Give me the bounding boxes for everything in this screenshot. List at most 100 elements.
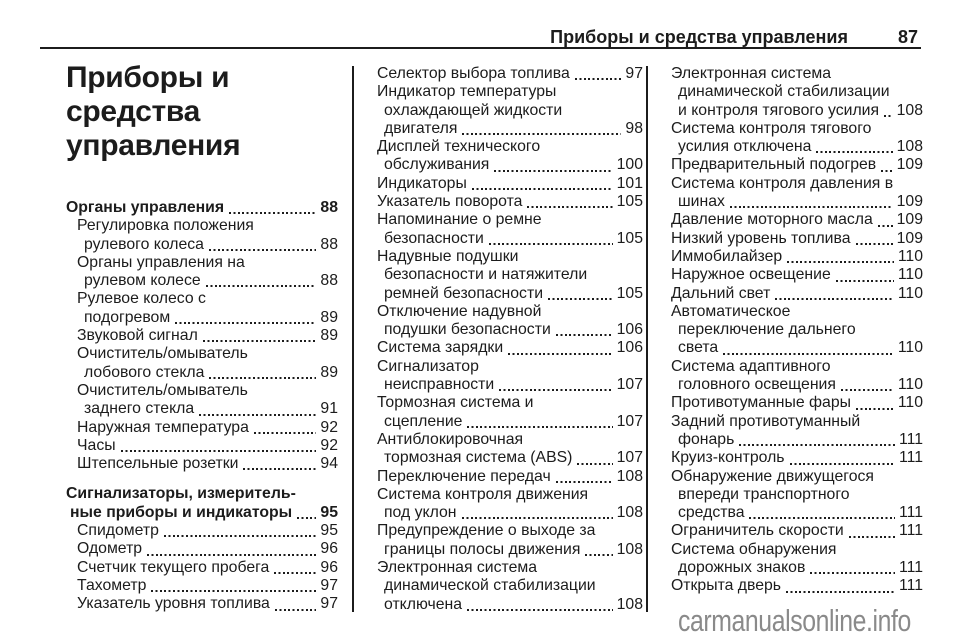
- toc-entry: Предупреждение о выходе за границы полосы…: [377, 522, 643, 559]
- toc-page-number: 105: [616, 229, 643, 247]
- toc-column-right: Электронная система динамической стабилиз…: [671, 65, 923, 596]
- toc-entry-lastline: сцепление 107: [377, 413, 643, 431]
- toc-entry: Система контроля движения под уклон 108: [377, 486, 643, 523]
- dot-leader: [163, 535, 317, 538]
- toc-entry-label-line: Тормозная система и: [377, 394, 534, 412]
- dot-leader: [274, 608, 317, 611]
- toc-entry: Задний противотуманный фонарь 111: [671, 413, 923, 450]
- toc-entry-label: ные приборы и индикаторы: [70, 503, 293, 521]
- toc-entry-label-line: впереди транспортного: [678, 485, 850, 503]
- toc-entry-label-line: Система контроля тягового: [671, 119, 872, 137]
- toc-page-number: 95: [320, 522, 338, 540]
- dot-leader: [462, 133, 622, 136]
- toc-page-number: 88: [320, 199, 338, 216]
- toc-entry-lastline: заднего стекла 91: [66, 400, 338, 418]
- dot-leader: [574, 78, 622, 81]
- toc-entry: Указатель уровня топлива 97: [66, 595, 338, 613]
- toc-page-number: 105: [616, 284, 643, 302]
- toc-entry-label-line: Обнаружение движущегося: [671, 467, 874, 485]
- toc-entry-lastline: Наружное освещение 110: [671, 266, 923, 284]
- toc-page-number: 88: [320, 272, 338, 290]
- toc-page-number: 108: [896, 101, 923, 119]
- toc-entry-label: Низкий уровень топлива: [671, 229, 851, 247]
- toc-entry-label-line: Регулировка положения: [77, 217, 254, 235]
- toc-page-number: 107: [616, 376, 643, 394]
- toc-entry: Давление моторного масла 109: [671, 211, 923, 229]
- toc-page-number: 92: [320, 436, 338, 454]
- toc-entry-label: Индикаторы: [377, 174, 467, 192]
- toc-entry-label: Штепсельные розетки: [77, 455, 239, 473]
- toc-entry-label-line: Очиститель/омыватель: [77, 381, 248, 399]
- toc-entry: Система зарядки 106: [377, 339, 643, 357]
- toc-entry-label: усилия отключена: [678, 138, 812, 156]
- toc-entry-label: двигателя: [384, 119, 458, 137]
- toc-entry: Счетчик текущего пробега 96: [66, 559, 338, 577]
- dot-leader: [877, 224, 893, 227]
- toc-entry-lastline: Счетчик текущего пробега 96: [66, 559, 338, 577]
- toc-entry: Электронная система динамической стабилиз…: [671, 65, 923, 120]
- toc-entry-label: Ограничитель скорости: [671, 522, 844, 540]
- toc-entry-label: рулевом колесе: [84, 272, 201, 290]
- toc-page-number: 105: [616, 193, 643, 211]
- toc-entry-label: Наружная температура: [77, 418, 249, 436]
- watermark: carmanualsonline.info: [678, 603, 911, 638]
- toc-entry-lastline: обслуживания 100: [377, 156, 643, 174]
- toc-entry-lastline: Указатель уровня топлива 97: [66, 595, 338, 613]
- toc-entry: Открыта дверь 111: [671, 577, 923, 595]
- toc-entry-label: Наружное освещение: [671, 266, 831, 284]
- toc-entry-label-line: Рулевое колесо с: [77, 290, 206, 308]
- toc-entry: Тормозная система и сцепление 107: [377, 394, 643, 431]
- dot-leader: [810, 572, 895, 575]
- toc-entry-lastline: Система зарядки 106: [377, 339, 643, 357]
- toc-entry-lastline: безопасности 105: [377, 230, 643, 248]
- toc-page-number: 111: [898, 449, 923, 467]
- toc-entry: Круиз-контроль 111: [671, 449, 923, 467]
- toc-entry: Система контроля тягового усилия отключен…: [671, 120, 923, 157]
- toc-entry-lastline: Органы управления 88: [66, 199, 338, 217]
- toc-page-number: 97: [320, 595, 338, 613]
- toc-entry-label: Указатель поворота: [377, 193, 523, 211]
- toc-page-number: 111: [898, 522, 923, 540]
- toc-entry-label-line: Автоматическое: [671, 302, 791, 320]
- dot-leader: [120, 450, 317, 453]
- toc-entry-label: Одометр: [77, 540, 143, 558]
- toc-page-number: 106: [616, 321, 643, 339]
- toc-entry-label-line: Сигнализатор: [377, 357, 479, 375]
- toc-entry-label-line: Задний противотуманный: [671, 412, 861, 430]
- toc-entry: Отключение надувной подушки безопасности 1…: [377, 303, 643, 340]
- toc-entry-label: под уклон: [384, 504, 457, 522]
- dot-leader: [585, 554, 613, 557]
- toc-entry-label: Давление моторного масла: [671, 211, 873, 229]
- toc-page-number: 109: [896, 229, 923, 247]
- toc-entry-label: обслуживания: [384, 156, 490, 174]
- toc-page-number: 109: [896, 193, 923, 211]
- toc-page-number: 108: [616, 504, 643, 522]
- toc-entry: Низкий уровень топлива 109: [671, 230, 923, 248]
- toc-entry-lastline: усилия отключена 108: [671, 138, 923, 156]
- toc-page-number: 110: [897, 339, 923, 357]
- toc-entry-label: шинах: [678, 193, 725, 211]
- dot-leader: [855, 242, 893, 245]
- toc-entry-label: головного освещения: [678, 376, 836, 394]
- toc-entry: Очиститель/омыватель лобового стекла 89: [66, 345, 338, 382]
- toc-page-number: 100: [616, 156, 643, 174]
- toc-page-number: 107: [616, 449, 643, 467]
- dot-leader: [848, 535, 895, 538]
- toc-entry-label: Переключение передач: [377, 467, 551, 485]
- toc-entry-label: Указатель уровня топлива: [77, 595, 270, 613]
- toc-page-number: 111: [898, 577, 923, 595]
- toc-entry-lastline: Давление моторного масла 109: [671, 211, 923, 229]
- toc-entry: Штепсельные розетки 94: [66, 455, 338, 473]
- toc-entry-lastline: света 110: [671, 339, 923, 357]
- chapter-title-line: средства: [66, 95, 201, 128]
- toc-entry-lastline: Указатель поворота 105: [377, 193, 643, 211]
- dot-leader: [884, 114, 893, 117]
- toc-entry: Наружная температура 92: [66, 419, 338, 437]
- toc-entry-lastline: подогревом 89: [66, 309, 338, 327]
- dot-leader: [461, 517, 613, 520]
- dot-leader: [775, 297, 894, 300]
- dot-leader: [789, 462, 895, 465]
- toc-entry-lastline: Иммобилайзер 110: [671, 248, 923, 266]
- dot-leader: [209, 376, 317, 379]
